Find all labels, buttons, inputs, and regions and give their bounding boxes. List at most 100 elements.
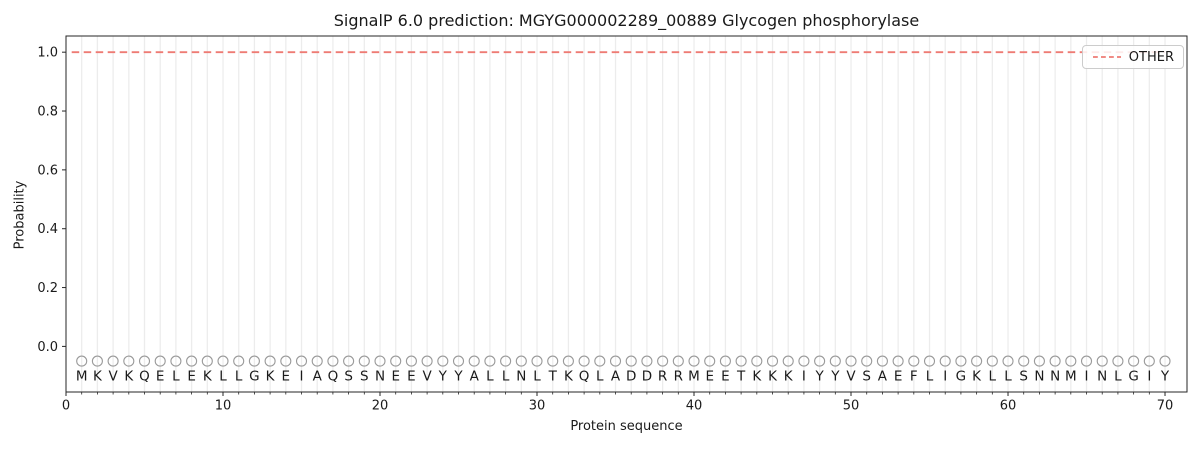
residue-letter: L bbox=[533, 368, 541, 384]
residue-marker bbox=[515, 355, 527, 367]
residue-marker bbox=[201, 355, 213, 367]
x-tick-label: 30 bbox=[529, 399, 546, 414]
residue-marker bbox=[1096, 355, 1108, 367]
legend-dashed-line-icon bbox=[1092, 56, 1121, 58]
x-tick-label: 60 bbox=[1000, 399, 1017, 414]
residue-marker bbox=[578, 355, 590, 367]
residue-letter: K bbox=[93, 368, 103, 384]
residue-marker bbox=[217, 355, 229, 367]
residue-marker bbox=[562, 355, 574, 367]
residue-marker bbox=[861, 355, 873, 367]
residue-letter: Y bbox=[830, 368, 840, 384]
residue-letter: N bbox=[1097, 368, 1107, 384]
residue-letter: I bbox=[802, 368, 806, 384]
residue-letter: T bbox=[548, 368, 558, 384]
residue-letter: S bbox=[1019, 368, 1028, 384]
residue-letter: L bbox=[1004, 368, 1012, 384]
residue-marker bbox=[547, 355, 559, 367]
residue-marker bbox=[280, 355, 292, 367]
residue-letter: L bbox=[1114, 368, 1122, 384]
residue-marker bbox=[233, 355, 245, 367]
x-tick-label: 70 bbox=[1157, 399, 1174, 414]
residue-marker bbox=[798, 355, 810, 367]
residue-letter: T bbox=[736, 368, 746, 384]
residue-marker bbox=[421, 355, 433, 367]
residue-letter: L bbox=[926, 368, 934, 384]
residue-marker bbox=[295, 355, 308, 367]
residue-marker bbox=[1033, 355, 1045, 367]
residue-letter: R bbox=[674, 368, 683, 384]
y-tick-label: 1.0 bbox=[37, 46, 58, 61]
residue-letter: E bbox=[187, 368, 196, 384]
residue-marker bbox=[154, 355, 166, 367]
residue-marker bbox=[876, 355, 888, 367]
residue-marker bbox=[751, 355, 763, 367]
residue-letter: V bbox=[846, 368, 856, 384]
residue-marker bbox=[908, 355, 920, 367]
residue-letter: K bbox=[752, 368, 762, 384]
residue-letter: D bbox=[626, 368, 636, 384]
residue-letter: K bbox=[768, 368, 778, 384]
residue-marker bbox=[170, 355, 182, 367]
residue-marker bbox=[311, 355, 323, 367]
residue-letter: V bbox=[422, 368, 432, 384]
residue-letter: E bbox=[391, 368, 400, 384]
residue-marker bbox=[1143, 355, 1155, 367]
residue-marker bbox=[390, 355, 402, 367]
residue-letter: D bbox=[642, 368, 652, 384]
residue-letter: K bbox=[124, 368, 134, 384]
residue-letter: L bbox=[172, 368, 180, 384]
residue-letter: I bbox=[1147, 368, 1151, 384]
residue-letter: N bbox=[375, 368, 385, 384]
residue-letter: M bbox=[688, 368, 700, 384]
residue-letter: E bbox=[407, 368, 416, 384]
residue-marker bbox=[1112, 355, 1124, 367]
residue-marker bbox=[186, 355, 198, 367]
residue-letter: G bbox=[249, 368, 259, 384]
residue-marker bbox=[719, 355, 731, 367]
residue-letter: K bbox=[266, 368, 276, 384]
residue-letter: E bbox=[705, 368, 714, 384]
y-tick-label: 0.2 bbox=[37, 281, 58, 296]
residue-letter: L bbox=[502, 368, 510, 384]
residue-letter: N bbox=[1034, 368, 1044, 384]
residue-letter: M bbox=[1065, 368, 1077, 384]
residue-marker bbox=[609, 355, 622, 367]
residue-letter: L bbox=[219, 368, 227, 384]
residue-marker bbox=[594, 355, 606, 367]
residue-marker bbox=[107, 355, 119, 367]
residue-marker bbox=[814, 355, 826, 367]
residue-letter: G bbox=[956, 368, 966, 384]
residue-letter: I bbox=[300, 368, 304, 384]
residue-letter: L bbox=[486, 368, 494, 384]
residue-marker bbox=[1002, 355, 1014, 367]
residue-letter: S bbox=[862, 368, 871, 384]
residue-letter: R bbox=[658, 368, 667, 384]
residue-letter: K bbox=[972, 368, 982, 384]
residue-marker bbox=[452, 355, 465, 367]
residue-letter: Y bbox=[1160, 368, 1170, 384]
residue-letter: V bbox=[108, 368, 118, 384]
residue-marker bbox=[1049, 355, 1061, 367]
residue-letter: S bbox=[360, 368, 369, 384]
residue-letter: I bbox=[1085, 368, 1089, 384]
residue-letter: E bbox=[282, 368, 291, 384]
residue-marker bbox=[829, 355, 841, 367]
residue-marker bbox=[531, 355, 543, 367]
residue-letter: L bbox=[596, 368, 604, 384]
residue-marker bbox=[468, 355, 480, 367]
residue-marker bbox=[971, 355, 983, 367]
residue-marker bbox=[437, 355, 449, 367]
residue-marker bbox=[484, 355, 496, 367]
residue-letter: S bbox=[344, 368, 353, 384]
residue-marker bbox=[405, 355, 417, 367]
x-tick-label: 50 bbox=[843, 399, 860, 414]
residue-marker bbox=[248, 355, 260, 367]
residue-marker bbox=[782, 355, 794, 367]
x-tick-label: 20 bbox=[372, 399, 389, 414]
residue-marker bbox=[704, 355, 716, 367]
residue-letter: L bbox=[989, 368, 997, 384]
residue-letter: E bbox=[156, 368, 165, 384]
